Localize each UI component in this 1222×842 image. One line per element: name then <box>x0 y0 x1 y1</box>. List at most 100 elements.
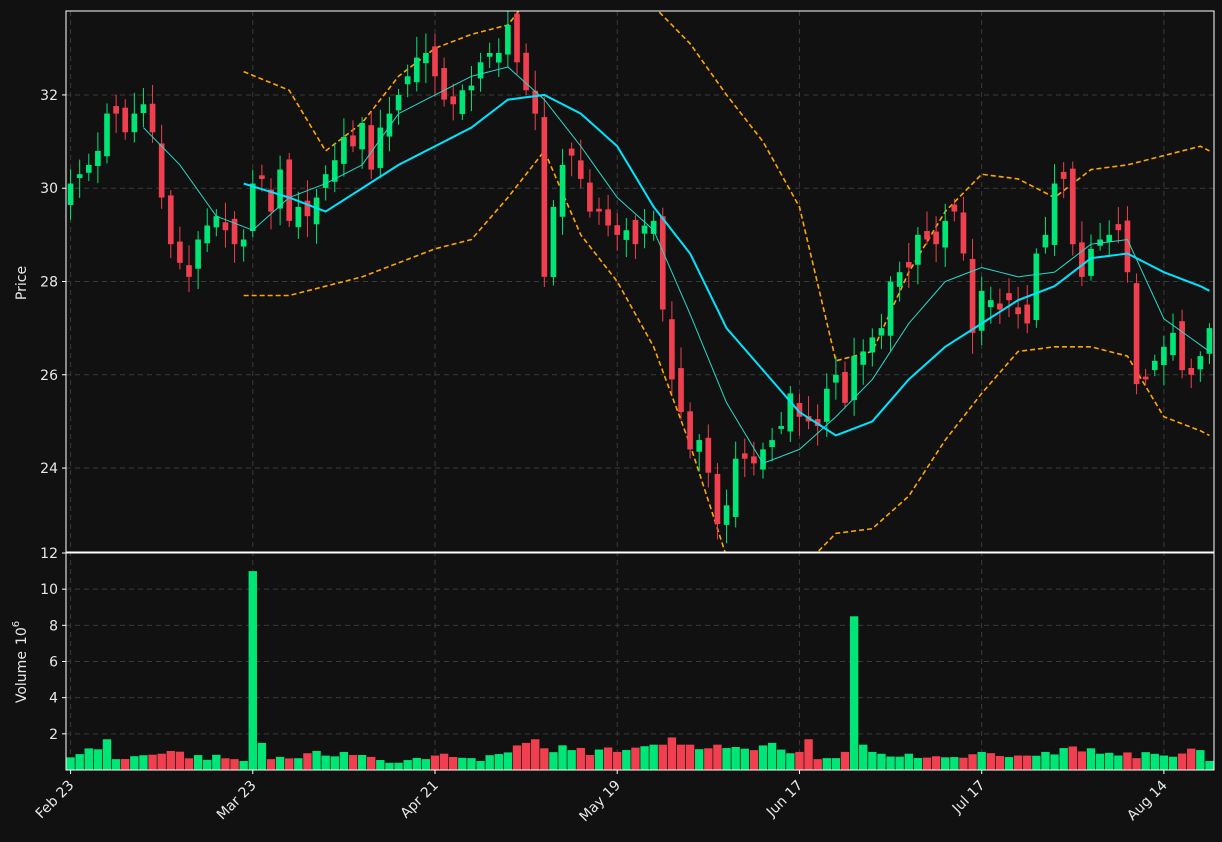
candle-down <box>632 219 639 245</box>
candle-down <box>167 195 174 245</box>
candle-down <box>1024 304 1031 324</box>
volume-bar-down <box>986 753 995 770</box>
volume-bar-up <box>248 571 257 770</box>
candle-up <box>860 351 867 365</box>
volume-bar-up <box>758 745 768 770</box>
x-tick-label: Jun 17 <box>763 778 806 821</box>
volume-bar-down <box>968 754 977 770</box>
volume-axis-title-base: 10 <box>14 627 30 645</box>
candle-up <box>778 426 785 429</box>
price-tick-label: 30 <box>40 181 58 197</box>
volume-tick-label: 10 <box>40 582 58 598</box>
volume-bar-down <box>1187 748 1196 770</box>
candle-down <box>678 368 684 413</box>
volume-bar-up <box>1050 754 1059 770</box>
candle-up <box>359 122 365 150</box>
x-tick-label: Aug 14 <box>1124 777 1170 823</box>
volume-bar-up <box>321 755 330 770</box>
candle-up <box>277 169 283 209</box>
candle-down <box>259 175 265 179</box>
volume-bar-down <box>585 754 595 770</box>
volume-bar-down <box>995 755 1005 770</box>
moving-averages <box>143 66 1210 465</box>
candle-up <box>559 164 566 217</box>
candle-down <box>1060 171 1067 179</box>
candle-down <box>568 148 575 156</box>
candle-down <box>122 107 129 133</box>
volume-bar-up <box>822 758 831 770</box>
candle-down <box>587 182 593 212</box>
candle-down <box>113 106 119 114</box>
volume-bar-up <box>476 760 485 770</box>
x-tick-label: Feb 23 <box>33 778 78 823</box>
candle-up <box>295 206 302 228</box>
candle-down <box>523 52 529 91</box>
volume-bar-down <box>931 756 941 770</box>
volume-bar-up <box>877 753 886 770</box>
volume-bar-up <box>275 756 285 770</box>
candle-up <box>732 458 739 517</box>
volume-bar-up <box>485 755 494 770</box>
sma-slow-line <box>243 93 1210 437</box>
volume-bar-up <box>868 751 877 770</box>
volume-bar-up <box>1086 748 1096 770</box>
volume-bar-down <box>531 739 540 770</box>
candle-down <box>432 46 438 77</box>
volume-bar-down <box>749 750 759 770</box>
candle-down <box>1069 168 1076 245</box>
candle-down <box>541 117 548 277</box>
volume-bar-up <box>330 756 339 770</box>
volume-bar-down <box>230 759 239 770</box>
volume-bar-up <box>941 757 950 770</box>
volume-bar-up <box>1159 755 1169 770</box>
candle-down <box>532 90 539 114</box>
volume-bar-up <box>403 760 412 770</box>
volume-axis-title-power: 6 <box>11 621 22 627</box>
volume-bar-down <box>676 744 686 770</box>
candle-up <box>495 52 502 63</box>
volume-bar-up <box>75 754 84 770</box>
volume-bar-down <box>1013 755 1023 770</box>
volume-bar-down <box>613 751 622 770</box>
candle-up <box>404 76 411 85</box>
candle-down <box>1133 283 1140 385</box>
candle-down <box>268 189 274 212</box>
volume-bar-down <box>439 753 449 770</box>
volume-bar-down <box>1177 753 1187 770</box>
volume-bar-up <box>111 759 121 770</box>
volume-bar-up <box>458 757 467 770</box>
volume-bar-up <box>913 757 923 770</box>
candle-up <box>833 374 839 383</box>
candle-down <box>1006 293 1012 301</box>
candle-up <box>322 174 329 188</box>
volume-bar-down <box>1068 746 1077 770</box>
volume-bar-up <box>494 754 503 770</box>
candle-up <box>131 113 138 133</box>
volume-bar-up <box>467 758 476 770</box>
candle-down <box>596 208 602 212</box>
volume-bar-up <box>257 742 267 770</box>
volume-bar-up <box>767 742 777 770</box>
candle-up <box>760 449 766 470</box>
volume-bar-down <box>303 753 312 770</box>
candle-up <box>85 164 92 173</box>
candle-down <box>933 231 939 245</box>
candle-up <box>623 230 630 240</box>
candle-up <box>76 174 83 178</box>
volume-bar-up <box>859 744 868 770</box>
volume-bar-down <box>521 742 531 770</box>
price-tick-label: 26 <box>40 368 58 384</box>
candle-down <box>687 411 693 450</box>
volume-bar-up <box>1141 752 1150 770</box>
candle-up <box>1197 356 1204 370</box>
volume-bar-up <box>594 749 604 770</box>
volume-bar-up <box>1196 750 1205 770</box>
candle-down <box>659 216 666 310</box>
volume-bar-up <box>66 757 75 770</box>
volume-bar-up <box>1095 753 1105 770</box>
volume-bar-up <box>904 753 913 770</box>
volume-bar-up <box>950 757 959 770</box>
volume-bar-down <box>667 737 677 770</box>
candle-up <box>95 150 101 166</box>
volume-bar-up <box>549 752 558 770</box>
